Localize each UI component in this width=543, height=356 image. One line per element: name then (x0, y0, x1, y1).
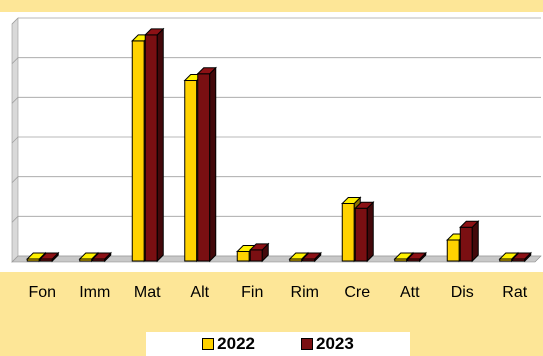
x-tick-label: Rat (502, 284, 527, 301)
x-tick-label: Fon (28, 284, 56, 301)
x-tick-label: Fin (241, 284, 263, 301)
bar-2023-Rim (301, 251, 322, 263)
plot-area (0, 12, 543, 272)
x-tick-labels: Fon Imm Mat Alt Fin Rim Cre Att Dis Rat (28, 284, 527, 301)
x-tick-label: Alt (190, 284, 209, 301)
bar-2023-Att (406, 251, 427, 263)
bar-2023-Dis (459, 220, 480, 263)
gridline-wall (11, 216, 19, 223)
legend-label-2023: 2023 (316, 334, 354, 353)
bar-2023-Alt (196, 66, 217, 263)
bar-2023-Cre (354, 201, 375, 263)
gridline-wall (11, 17, 19, 25)
x-tick-label: Att (400, 284, 420, 301)
legend-item-2022: 2022 (202, 334, 255, 354)
x-tick-label: Mat (134, 284, 161, 301)
gridline-wall (11, 136, 19, 144)
gridline-wall (11, 176, 19, 183)
bar-2023-Fon (39, 251, 60, 263)
legend: 2022 2023 (146, 332, 410, 356)
gridline-wall (11, 97, 19, 104)
x-tick-label: Cre (344, 284, 370, 301)
x-tick-label: Rim (291, 284, 319, 301)
bar-2022-Att (393, 251, 414, 263)
plot-background (0, 12, 543, 272)
x-tick-label: Imm (79, 284, 110, 301)
bar-2023-Fin (249, 242, 270, 263)
bar-2023-Mat (144, 27, 165, 263)
x-tick-label: Dis (451, 284, 474, 301)
gridline-wall (11, 57, 19, 64)
gridline-wall (11, 255, 19, 263)
bar-2023-Rat (511, 251, 532, 263)
bar-2023-Imm (91, 251, 112, 263)
legend-label-2022: 2022 (217, 334, 255, 353)
legend-item-2023: 2023 (301, 334, 354, 354)
bars (26, 27, 532, 263)
legend-swatch-2022 (202, 338, 215, 350)
legend-swatch-2023 (301, 338, 313, 350)
